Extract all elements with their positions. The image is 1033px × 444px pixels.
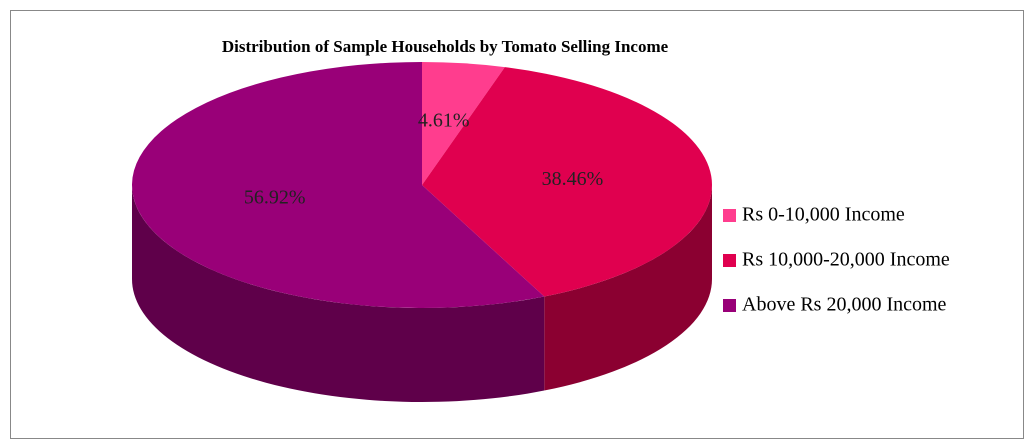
legend-swatch [723, 254, 736, 267]
legend-label: Rs 10,000-20,000 Income [742, 249, 950, 271]
slice-side [544, 185, 712, 391]
legend-label: Above Rs 20,000 Income [742, 294, 947, 316]
data-label: 38.46% [542, 168, 604, 190]
legend-swatch [723, 299, 736, 312]
chart-title: Distribution of Sample Households by Tom… [222, 37, 669, 56]
slice [422, 67, 712, 297]
data-label: 4.61% [418, 109, 470, 131]
slice [422, 62, 505, 185]
slice-side [132, 185, 545, 402]
legend-swatch [723, 209, 736, 222]
slice [131, 62, 545, 308]
legend-label: Rs 0-10,000 Income [742, 204, 905, 226]
data-label: 56.92% [244, 186, 306, 208]
